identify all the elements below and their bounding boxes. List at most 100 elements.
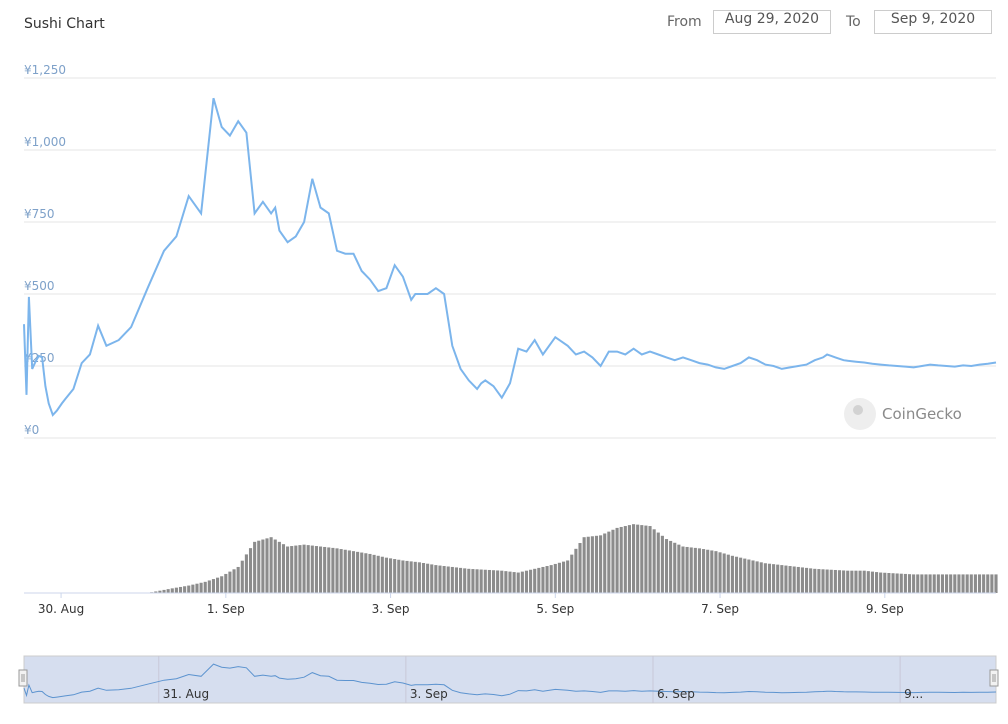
volume-bar	[516, 572, 520, 593]
coingecko-logo-eye-icon	[853, 405, 863, 415]
volume-bar	[590, 536, 594, 593]
volume-bar	[891, 573, 895, 593]
navigator[interactable]: 31. Aug 3. Sep 6. Sep 9...	[18, 655, 999, 704]
volume-bar	[574, 548, 578, 593]
volume-bar	[706, 549, 710, 593]
volume-bar	[652, 529, 656, 593]
volume-bar	[986, 574, 990, 593]
volume-bar	[870, 571, 874, 593]
y-tick-label: ¥500	[24, 279, 55, 293]
x-tick-label: 3. Sep	[372, 602, 410, 616]
volume-bar	[899, 573, 903, 593]
x-tick-label: 5. Sep	[536, 602, 574, 616]
volume-bar	[800, 567, 804, 593]
volume-bar	[755, 561, 759, 593]
to-date-input[interactable]: Sep 9, 2020	[874, 10, 992, 34]
volume-bar	[347, 550, 351, 593]
volume-bar	[191, 584, 195, 593]
volume-bar	[722, 553, 726, 593]
volume-bar	[739, 557, 743, 593]
navigator-handle-left[interactable]	[18, 669, 28, 687]
volume-bar	[537, 567, 541, 593]
volume-bar	[561, 561, 566, 593]
volume-bar	[994, 574, 998, 593]
volume-bar	[216, 577, 220, 593]
volume-bar	[273, 539, 277, 593]
price-line-series	[23, 97, 997, 417]
volume-bar	[730, 555, 734, 593]
volume-bar	[916, 574, 920, 593]
volume-bar	[393, 559, 397, 593]
volume-bar	[545, 566, 549, 593]
navigator-mask[interactable]	[23, 655, 997, 704]
volume-bar	[323, 546, 327, 593]
volume-bar	[982, 574, 986, 593]
volume-bar	[512, 572, 516, 593]
volume-bar	[693, 547, 697, 593]
from-date-input[interactable]: Aug 29, 2020	[713, 10, 831, 34]
volume-bar	[743, 558, 747, 593]
volume-bar	[203, 581, 207, 593]
volume-bar	[265, 538, 269, 593]
volume-bar	[310, 545, 314, 593]
volume-bar	[277, 541, 281, 593]
volume-bar	[821, 569, 825, 593]
volume-bar	[368, 553, 372, 593]
volume-bar	[648, 526, 652, 593]
volume-bar	[854, 570, 858, 593]
volume-bar	[603, 533, 607, 593]
volume-bar	[236, 566, 240, 593]
volume-bar	[401, 560, 405, 593]
volume-bar	[187, 585, 191, 593]
volume-bar	[957, 574, 961, 593]
volume-bar	[619, 526, 623, 593]
navigator-handle-right[interactable]	[989, 669, 999, 687]
volume-bar	[792, 566, 796, 593]
volume-bar	[232, 569, 236, 593]
x-tick-label: 7. Sep	[701, 602, 739, 616]
volume-bar	[553, 563, 557, 593]
volume-bar	[471, 569, 475, 593]
volume-bar	[570, 554, 574, 593]
volume-bar	[261, 539, 265, 593]
volume-bar	[376, 555, 380, 593]
volume-bar	[306, 545, 310, 593]
volume-bar	[421, 563, 426, 593]
y-tick-label: ¥750	[24, 207, 55, 221]
navigator-axis: 31. Aug 3. Sep 6. Sep 9...	[163, 687, 923, 701]
volume-bar	[220, 576, 224, 593]
volume-bar	[438, 565, 442, 593]
volume-bar	[520, 571, 524, 593]
volume-bar	[467, 568, 471, 593]
volume-bar	[833, 569, 837, 593]
volume-bar	[269, 537, 273, 593]
volume-bar	[977, 574, 982, 593]
volume-bar	[463, 568, 467, 593]
volume-bar	[718, 552, 722, 593]
volume-bar	[409, 561, 413, 593]
volume-bar	[726, 554, 730, 593]
volume-bar	[327, 547, 331, 593]
volume-bar	[594, 535, 599, 593]
volume-bar	[154, 591, 158, 593]
volume-bar	[541, 566, 545, 593]
y-tick-label: ¥1,250	[24, 63, 66, 77]
volume-bar	[372, 554, 376, 593]
volume-bar	[924, 574, 928, 593]
volume-bar	[380, 556, 384, 593]
volume-bar	[508, 571, 512, 593]
volume-bar	[842, 570, 846, 593]
volume-bar	[294, 545, 298, 593]
volume-bar	[459, 567, 463, 593]
volume-bar	[664, 539, 669, 593]
volume-bar	[228, 571, 232, 593]
volume-bar	[599, 535, 603, 593]
volume-bar	[689, 547, 693, 593]
volume-bar	[244, 554, 248, 593]
x-tick-label: 1. Sep	[207, 602, 245, 616]
volume-bar	[405, 560, 409, 593]
y-tick-label: ¥250	[24, 351, 55, 365]
volume-bar	[314, 546, 318, 593]
volume-bar	[734, 556, 739, 593]
